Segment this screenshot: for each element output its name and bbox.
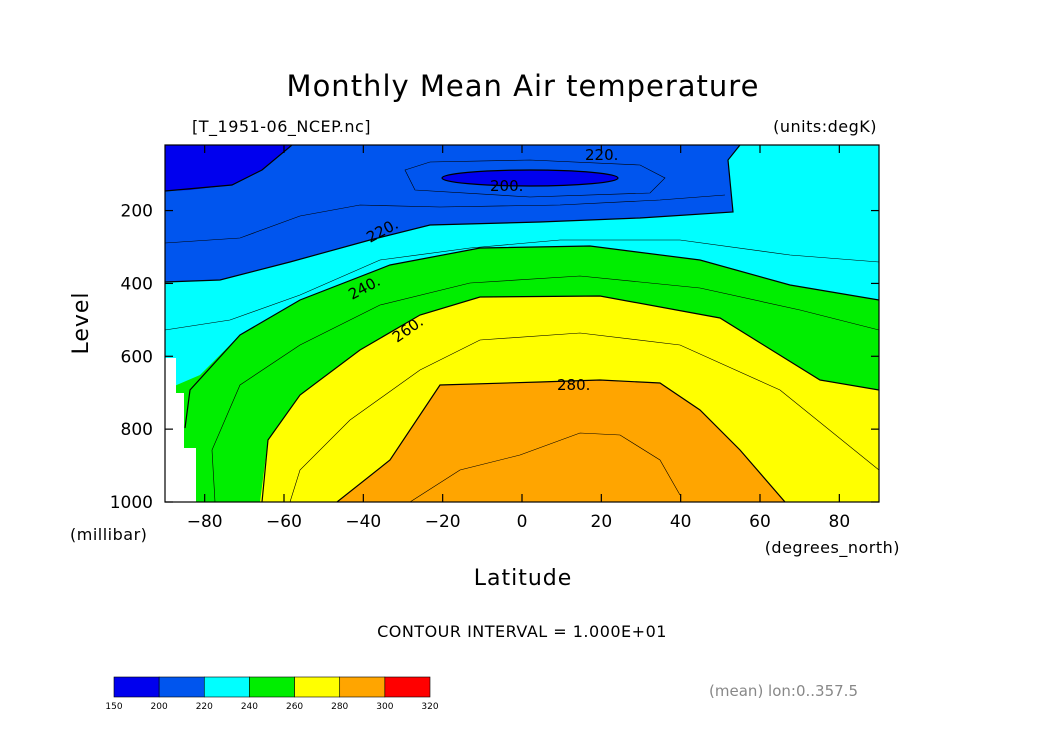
footnote: (mean) lon:0..357.5 [709, 682, 858, 700]
filled-contours [165, 145, 879, 502]
colorbar-label: 220 [196, 702, 213, 712]
x-tick-label: −40 [345, 512, 381, 532]
colorbar-swatch [113, 676, 160, 698]
colorbar-swatch [249, 676, 295, 698]
chart-title: Monthly Mean Air temperature [287, 69, 760, 103]
y-units-label: (millibar) [70, 525, 147, 544]
x-axis-title: Latitude [474, 566, 573, 591]
x-tick-label: −60 [266, 512, 302, 532]
y-axis-title: Level [69, 291, 94, 354]
x-tick-label: 40 [670, 512, 692, 532]
units-label: (units:degK) [773, 117, 877, 136]
contour-interval-note: CONTOUR INTERVAL = 1.000E+01 [377, 622, 667, 641]
x-tick-label: −80 [187, 512, 223, 532]
x-tick-label: 80 [829, 512, 851, 532]
x-tick-label: 0 [517, 512, 528, 532]
y-axis: 200 400 600 800 1000 [110, 202, 879, 513]
colorbar-label: 150 [105, 702, 122, 712]
missing-data [165, 358, 196, 502]
colorbar-label: 260 [286, 702, 303, 712]
colorbar-swatch [158, 676, 205, 698]
colorbar-swatch [294, 676, 341, 698]
contour-label-200: 200. [490, 177, 523, 195]
y-tick-label: 1000 [110, 493, 153, 513]
band-280-300 [337, 380, 785, 502]
band-150-200-left [165, 145, 292, 191]
contour-label-220-top: 220. [585, 146, 618, 164]
colorbar-label: 200 [151, 702, 168, 712]
y-tick-label: 800 [121, 420, 153, 440]
x-tick-label: 20 [591, 512, 613, 532]
contour-lines [165, 145, 879, 502]
colorbar-swatch [339, 676, 386, 698]
colorbar-label: 280 [331, 702, 348, 712]
x-axis: −80 −60 −40 −20 0 20 40 60 80 [187, 145, 850, 532]
contour-label-280: 280. [557, 376, 590, 394]
colorbar-swatch [203, 676, 250, 698]
colorbar-label: 240 [241, 702, 258, 712]
colorbar: 150 200 220 240 260 280 300 320 [105, 676, 439, 712]
colorbar-label: 300 [376, 702, 393, 712]
y-tick-label: 400 [121, 274, 153, 294]
y-tick-label: 200 [121, 202, 153, 222]
x-tick-label: 60 [749, 512, 771, 532]
band-150-200-core [442, 170, 618, 186]
colorbar-swatch [384, 676, 431, 698]
dataset-label: [T_1951-06_NCEP.nc] [192, 117, 371, 137]
x-units-label: (degrees_north) [765, 538, 900, 558]
colorbar-label: 320 [421, 702, 438, 712]
y-tick-label: 600 [121, 347, 153, 367]
x-tick-label: −20 [425, 512, 461, 532]
